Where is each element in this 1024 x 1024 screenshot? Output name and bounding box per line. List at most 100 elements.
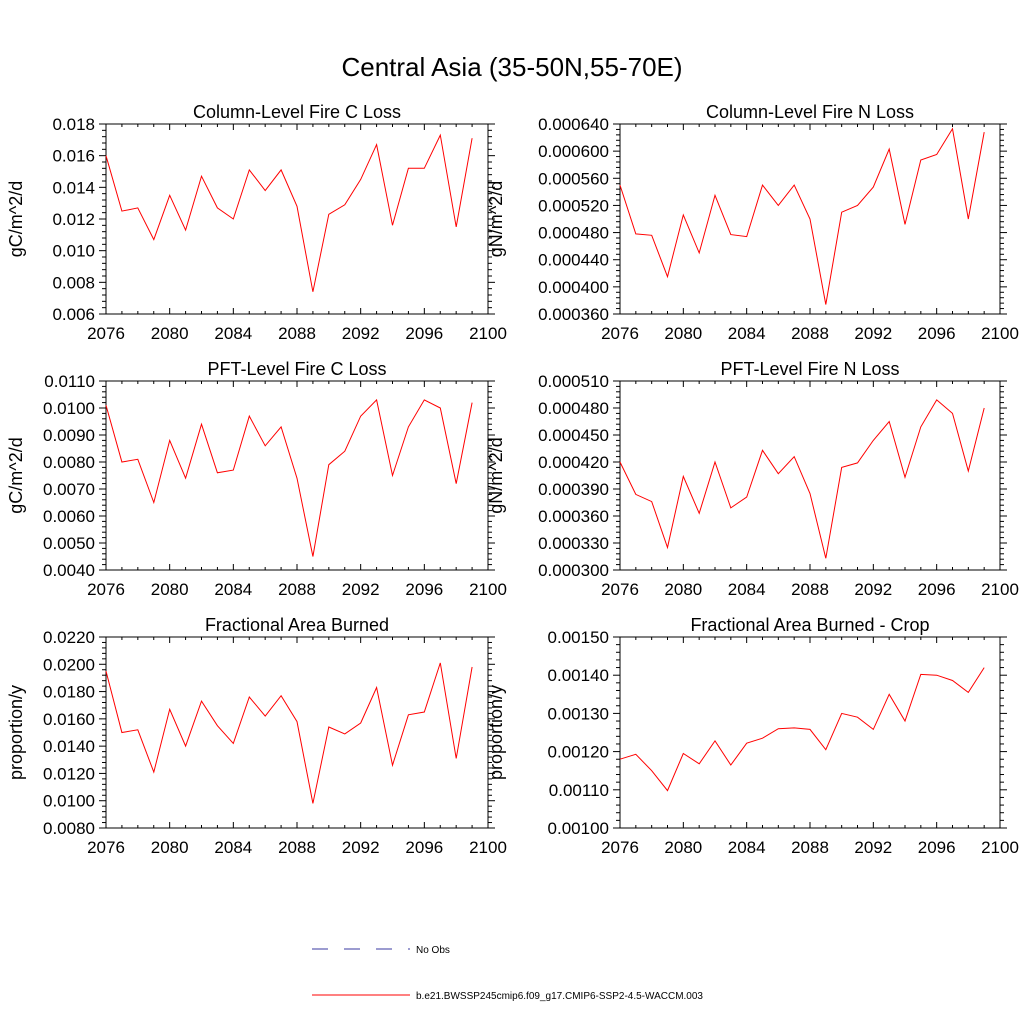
y-tick-label: 0.000450 <box>538 426 609 445</box>
y-tick-label: 0.00130 <box>548 704 609 723</box>
x-tick-label: 2100 <box>981 580 1019 599</box>
y-axis-label: gN/m^2/d <box>486 181 506 257</box>
y-tick-label: 0.0140 <box>43 737 95 756</box>
x-tick-label: 2080 <box>664 580 702 599</box>
plot-frame <box>105 636 489 829</box>
x-tick-label: 2088 <box>791 324 829 343</box>
x-tick-label: 2076 <box>87 580 125 599</box>
y-tick-label: 0.008 <box>52 273 95 292</box>
y-tick-label: 0.00100 <box>548 819 609 838</box>
plot-frame <box>105 380 489 571</box>
panel-column-level-fire-c-loss: Column-Level Fire C Loss 2076 2080 2084 2088… <box>6 102 507 343</box>
y-tick-label: 0.000300 <box>538 561 609 580</box>
x-tick-label: 2076 <box>87 838 125 857</box>
x-tick-label: 2092 <box>854 324 892 343</box>
y-tick-label: 0.000520 <box>538 196 609 215</box>
x-tick-label: 2080 <box>151 324 189 343</box>
y-tick-label: 0.00140 <box>548 666 609 685</box>
x-tick-label: 2100 <box>469 838 507 857</box>
plot-frame <box>105 123 489 315</box>
series-line-model <box>619 667 985 792</box>
x-tick-label: 2080 <box>664 324 702 343</box>
y-tick-label: 0.000480 <box>538 224 609 243</box>
y-axis-label: proportion/y <box>6 685 26 780</box>
x-tick-label: 2100 <box>981 838 1019 857</box>
x-tick-label: 2084 <box>214 838 252 857</box>
x-tick-label: 2080 <box>151 838 189 857</box>
y-tick-label: 0.000400 <box>538 278 609 297</box>
panel-title: PFT-Level Fire N Loss <box>720 359 899 379</box>
y-tick-label: 0.000600 <box>538 142 609 161</box>
x-tick-label: 2100 <box>469 580 507 599</box>
y-tick-label: 0.000360 <box>538 507 609 526</box>
x-tick-label: 2088 <box>278 324 316 343</box>
y-tick-label: 0.0060 <box>43 507 95 526</box>
y-tick-label: 0.000390 <box>538 480 609 499</box>
y-tick-label: 0.00110 <box>549 781 609 800</box>
x-tick-label: 2096 <box>405 580 443 599</box>
x-tick-label: 2076 <box>601 580 639 599</box>
x-tick-label: 2088 <box>791 580 829 599</box>
x-tick-label: 2092 <box>342 324 380 343</box>
y-axis-label: gC/m^2/d <box>6 437 26 513</box>
y-tick-label: 0.000560 <box>538 169 609 188</box>
x-tick-label: 2092 <box>342 580 380 599</box>
panel-title: PFT-Level Fire C Loss <box>207 359 386 379</box>
y-tick-label: 0.010 <box>52 242 95 261</box>
y-tick-label: 0.000360 <box>538 305 609 324</box>
y-tick-label: 0.0040 <box>43 561 95 580</box>
x-tick-label: 2080 <box>151 580 189 599</box>
y-axis-label: proportion/y <box>486 685 506 780</box>
y-tick-label: 0.000440 <box>538 251 609 270</box>
y-tick-label: 0.0070 <box>43 480 95 499</box>
x-tick-label: 2100 <box>981 324 1019 343</box>
x-tick-label: 2084 <box>728 324 766 343</box>
y-tick-label: 0.0120 <box>43 764 95 783</box>
y-tick-label: 0.000640 <box>538 115 609 134</box>
y-tick-label: 0.0110 <box>44 372 95 391</box>
y-tick-label: 0.018 <box>52 115 95 134</box>
x-tick-label: 2096 <box>918 580 956 599</box>
y-tick-label: 0.016 <box>52 147 95 166</box>
x-tick-label: 2084 <box>214 324 252 343</box>
y-tick-label: 0.0080 <box>43 819 95 838</box>
y-tick-label: 0.0200 <box>43 655 95 674</box>
series-line-model <box>105 398 473 557</box>
legend-label: No Obs <box>416 945 450 956</box>
y-tick-label: 0.000480 <box>538 399 609 418</box>
y-axis-label: gC/m^2/d <box>6 181 26 257</box>
x-tick-label: 2092 <box>854 838 892 857</box>
x-tick-label: 2096 <box>405 324 443 343</box>
x-tick-label: 2080 <box>664 838 702 857</box>
panel-column-level-fire-n-loss: Column-Level Fire N Loss 2076 2080 2084 2088… <box>486 102 1019 343</box>
y-tick-label: 0.0180 <box>43 683 95 702</box>
legend-label: b.e21.BWSSP245cmip6.f09_g17.CMIP6-SSP2-4… <box>416 991 703 1002</box>
y-tick-label: 0.000420 <box>538 453 609 472</box>
panel-pft-level-fire-c-loss: PFT-Level Fire C Loss 2076 2080 2084 2088 209… <box>6 359 507 599</box>
y-tick-label: 0.0160 <box>43 710 95 729</box>
panel-title: Fractional Area Burned <box>205 615 389 635</box>
y-tick-label: 0.012 <box>52 210 95 229</box>
x-tick-label: 2100 <box>469 324 507 343</box>
panel-title: Fractional Area Burned - Crop <box>690 615 929 635</box>
y-axis-label: gN/m^2/d <box>486 437 506 513</box>
y-tick-label: 0.006 <box>52 305 95 324</box>
series-line-model <box>619 127 985 305</box>
y-tick-label: 0.000510 <box>538 372 609 391</box>
x-tick-label: 2092 <box>854 580 892 599</box>
panel-title: Column-Level Fire N Loss <box>706 102 914 122</box>
panels: Column-Level Fire C Loss 2076 2080 2084 2088… <box>6 102 1019 857</box>
x-tick-label: 2084 <box>728 838 766 857</box>
panel-fractional-area-burned-crop: Fractional Area Burned - Crop 2076 2080 208… <box>486 615 1019 857</box>
y-tick-label: 0.0080 <box>43 453 95 472</box>
series-line-model <box>105 662 473 804</box>
legend: No Obs b.e21.BWSSP245cmip6.f09_g17.CMIP6-… <box>312 945 703 1002</box>
x-tick-label: 2076 <box>601 324 639 343</box>
main-title: Central Asia (35-50N,55-70E) <box>341 52 682 82</box>
plot-frame <box>619 636 1001 829</box>
x-tick-label: 2096 <box>918 838 956 857</box>
x-tick-label: 2096 <box>405 838 443 857</box>
y-tick-label: 0.00120 <box>548 743 609 762</box>
y-tick-label: 0.000330 <box>538 534 609 553</box>
